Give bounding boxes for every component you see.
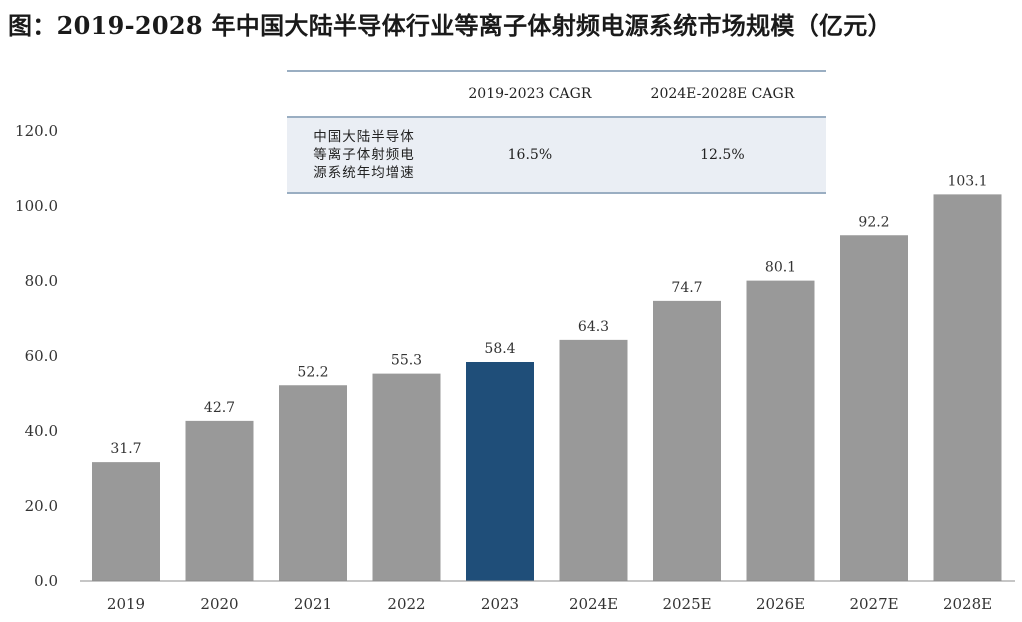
- chart-title: 图：2019-2028 年中国大陆半导体行业等离子体射频电源系统市场规模（亿元）: [8, 11, 892, 40]
- bar-2024e: [559, 339, 628, 581]
- cagr-row-label-line: 等离子体射频电: [313, 147, 415, 163]
- cagr-row-label-line: 中国大陆半导体: [313, 129, 415, 145]
- value-label: 64.3: [578, 319, 609, 335]
- value-label: 52.2: [297, 364, 328, 380]
- x-category-label: 2025E: [662, 595, 711, 613]
- x-axis-categories: 2019 2020 2021 2022 2023 2024E 2025E 2026E 2027E…: [107, 595, 992, 613]
- bar-2022: [372, 373, 441, 581]
- value-label: 31.7: [110, 441, 141, 457]
- bar-2021: [279, 385, 347, 581]
- y-tick-label: 40.0: [25, 422, 58, 440]
- y-tick-label: 100.0: [15, 197, 58, 215]
- y-axis-ticks: 0.0 20.0 40.0 60.0 80.0 100.0 120.0: [15, 122, 58, 590]
- x-category-label: 2026E: [756, 595, 805, 613]
- cagr-data-row: 中国大陆半导体 等离子体射频电 源系统年均增速 16.5% 12.5%: [287, 117, 826, 194]
- x-category-label: 2027E: [849, 595, 898, 613]
- x-category-label: 2028E: [943, 595, 992, 613]
- value-label: 58.4: [484, 341, 515, 357]
- cagr-value-2024-2028: 12.5%: [618, 117, 826, 194]
- y-tick-label: 20.0: [25, 497, 58, 515]
- bar-2028e: [933, 194, 1002, 581]
- x-category-label: 2021: [294, 595, 332, 613]
- x-category-label: 2022: [387, 595, 425, 613]
- cagr-header-row: 2019-2023 CAGR 2024E-2028E CAGR: [287, 70, 826, 118]
- x-category-label: 2024E: [569, 595, 618, 613]
- x-category-label: 2020: [200, 595, 238, 613]
- y-tick-label: 0.0: [34, 572, 58, 590]
- value-label: 80.1: [765, 260, 796, 276]
- cagr-header-blank: [287, 70, 441, 118]
- bar-2025e: [653, 300, 721, 581]
- value-label: 42.7: [204, 400, 235, 416]
- bar-2023: [466, 362, 534, 581]
- cagr-header-2019-2023: 2019-2023 CAGR: [441, 70, 619, 118]
- cagr-value-2019-2023: 16.5%: [441, 117, 619, 194]
- bar-2026e: [746, 280, 815, 581]
- x-category-label: 2023: [481, 595, 519, 613]
- value-label: 74.7: [671, 280, 702, 296]
- value-label: 55.3: [391, 353, 422, 369]
- x-category-label: 2019: [107, 595, 145, 613]
- y-tick-label: 120.0: [15, 122, 58, 140]
- y-tick-label: 60.0: [25, 347, 58, 365]
- value-label: 92.2: [858, 214, 889, 230]
- bars: [92, 194, 1002, 581]
- cagr-table: 2019-2023 CAGR 2024E-2028E CAGR 中国大陆半导体 …: [287, 70, 826, 194]
- cagr-header-2024-2028: 2024E-2028E CAGR: [618, 70, 826, 118]
- value-labels: 31.7 42.7 52.2 55.3 58.4 64.3 74.7 80.1 92.2 103.…: [110, 173, 987, 457]
- bar-2020: [185, 420, 254, 581]
- cagr-row-label-line: 源系统年均增速: [313, 165, 415, 181]
- y-tick-label: 80.0: [25, 272, 58, 290]
- value-label: 103.1: [947, 173, 987, 189]
- bar-2019: [92, 462, 160, 581]
- cagr-row-label: 中国大陆半导体 等离子体射频电 源系统年均增速: [287, 117, 441, 194]
- bar-2027e: [840, 235, 908, 581]
